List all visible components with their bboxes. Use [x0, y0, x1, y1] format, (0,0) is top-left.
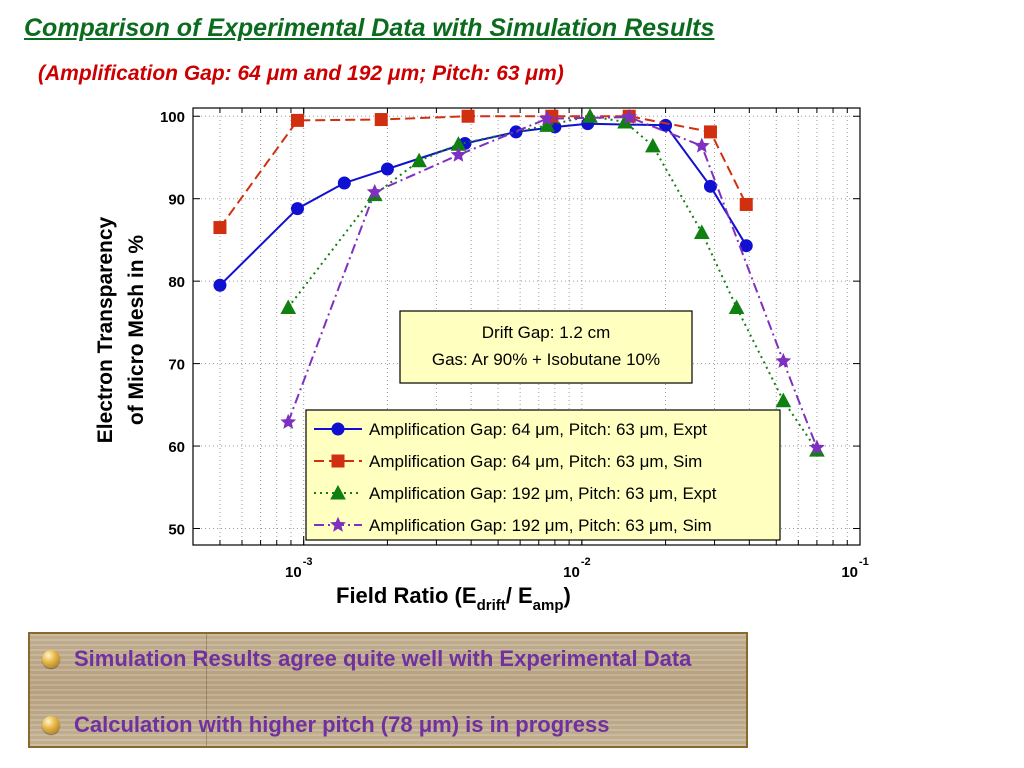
- data-point: [380, 162, 394, 176]
- x-tick-label: 10: [285, 564, 302, 581]
- data-point: [775, 352, 792, 368]
- axes-frame: [192, 107, 861, 546]
- legend-marker: [331, 422, 345, 436]
- data-point: [290, 113, 304, 127]
- y-axis-label: Electron Transparency: [94, 216, 117, 443]
- data-point: [693, 224, 710, 240]
- data-point: [539, 117, 555, 132]
- data-point: [539, 110, 555, 126]
- data-point: [775, 392, 792, 408]
- bullet-item: Calculation with higher pitch (78 μm) is…: [42, 712, 609, 738]
- series-line: [287, 116, 818, 449]
- data-point: [213, 278, 227, 292]
- data-point: [280, 413, 297, 429]
- legend: Amplification Gap: 64 μm, Pitch: 63 μm, …: [305, 409, 781, 541]
- data-point: [739, 197, 753, 211]
- x-tick-label: 10: [841, 564, 858, 581]
- panel-seam: [206, 634, 207, 746]
- data-point: [509, 125, 523, 139]
- data-point: [411, 152, 427, 168]
- data-point: [728, 299, 745, 315]
- bullet-item: Simulation Results agree quite well with…: [42, 646, 691, 672]
- annotation-text: Gas: Ar 90% + Isobutane 10%: [432, 350, 660, 369]
- data-point: [450, 146, 467, 162]
- legend-label: Amplification Gap: 64 μm, Pitch: 63 μm, …: [369, 452, 702, 471]
- series-1: [213, 117, 753, 292]
- series-4: [280, 108, 825, 455]
- data-point: [280, 299, 297, 315]
- data-point: [703, 179, 717, 193]
- x-tick-exponent: -1: [859, 556, 869, 568]
- data-point: [582, 108, 598, 123]
- data-point: [621, 108, 638, 124]
- legend-label: Amplification Gap: 192 μm, Pitch: 63 μm,…: [369, 516, 712, 535]
- data-point: [703, 125, 717, 139]
- data-point: [809, 439, 825, 455]
- data-point: [693, 137, 710, 153]
- bullet-text: Calculation with higher pitch (78 μm) is…: [74, 712, 610, 737]
- bullet-text: Simulation Results agree quite well with…: [74, 646, 692, 671]
- legend-label: Amplification Gap: 192 μm, Pitch: 63 μm,…: [369, 484, 717, 503]
- annotation-text: Drift Gap: 1.2 cm: [482, 323, 610, 342]
- legend-label: Amplification Gap: 64 μm, Pitch: 63 μm, …: [369, 420, 707, 439]
- y-tick-label: 100: [160, 109, 185, 126]
- bullet-icon: [42, 650, 60, 668]
- y-tick-label: 50: [168, 522, 185, 539]
- x-tick-exponent: -2: [581, 556, 591, 568]
- bullet-icon: [42, 716, 60, 734]
- y-tick-label: 80: [168, 274, 185, 291]
- data-point: [374, 113, 388, 127]
- data-point: [645, 137, 661, 153]
- annotation-frame: [399, 310, 693, 384]
- y-tick-label: 70: [168, 357, 185, 374]
- legend-frame: [305, 409, 781, 541]
- data-point: [290, 202, 304, 216]
- x-tick-exponent: -3: [303, 556, 313, 568]
- legend-marker: [330, 484, 346, 500]
- series-line: [219, 115, 748, 229]
- y-tick-label: 90: [168, 192, 185, 209]
- annotation-box: Drift Gap: 1.2 cm Gas: Ar 90% + Isobutane…: [399, 310, 693, 384]
- legend-marker: [331, 454, 345, 468]
- page-title: Comparison of Experimental Data with Sim…: [24, 14, 715, 42]
- x-tick-label: 10: [563, 564, 580, 581]
- y-axis-label: of Micro Mesh in %: [125, 235, 148, 426]
- data-point: [337, 176, 351, 190]
- page-subtitle: (Amplification Gap: 64 μm and 192 μm; Pi…: [38, 62, 564, 85]
- legend-marker: [330, 516, 346, 532]
- data-point: [461, 109, 475, 123]
- x-axis-label: Field Ratio (Edrift/ Eamp): [336, 583, 571, 614]
- bullet-panel: Simulation Results agree quite well with…: [28, 632, 748, 748]
- data-point: [213, 221, 227, 235]
- data-point: [366, 183, 383, 199]
- y-tick-label: 60: [168, 439, 185, 456]
